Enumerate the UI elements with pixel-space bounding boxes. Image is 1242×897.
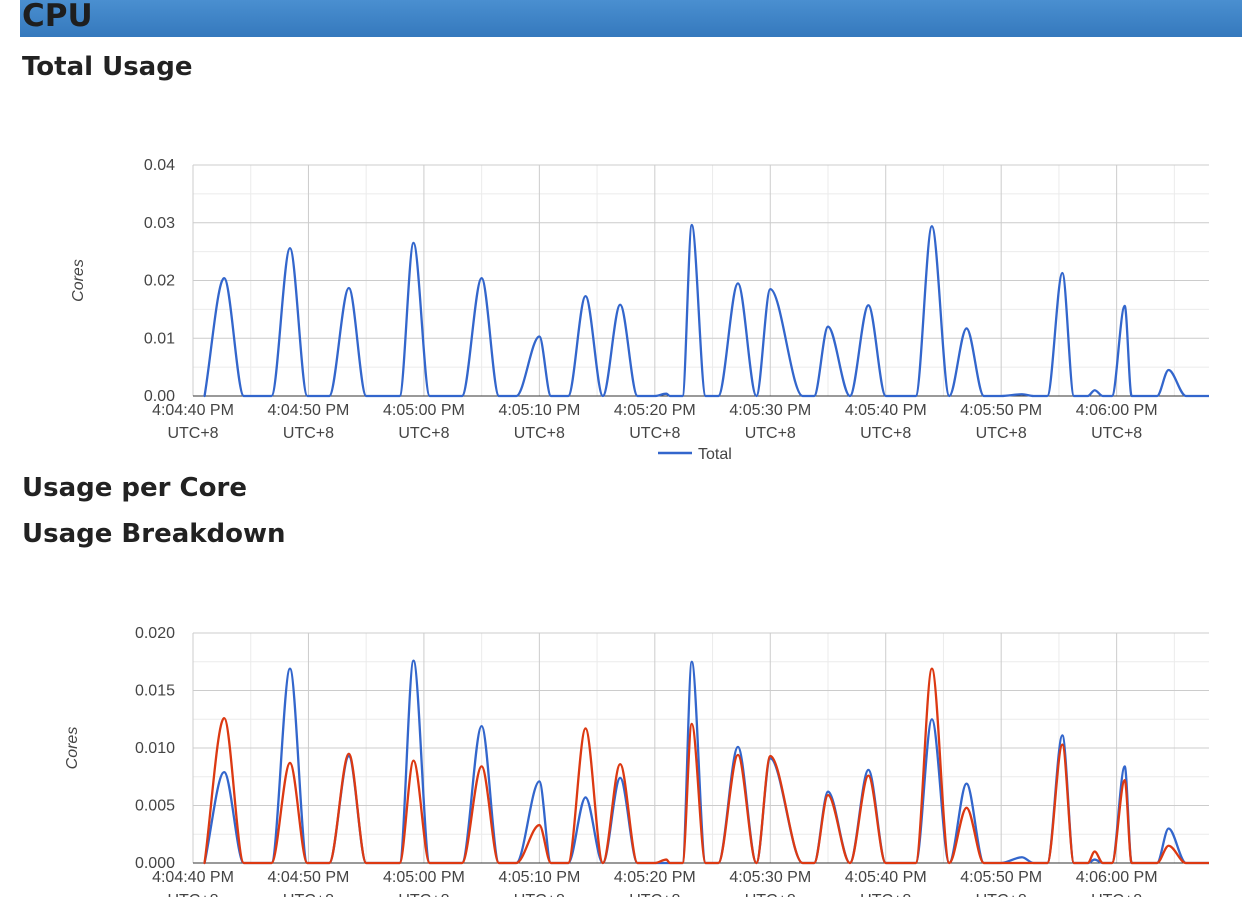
y-tick-label: 0.03	[144, 215, 175, 232]
x-tick-label-timezone: UTC+8	[629, 425, 680, 442]
x-tick-label: 4:05:10 PM	[498, 869, 580, 886]
y-tick-label: 0.04	[144, 157, 175, 174]
x-tick-label: 4:04:50 PM	[268, 402, 350, 419]
x-tick-label-timezone: UTC+8	[1091, 425, 1142, 442]
x-tick-label: 4:04:50 PM	[268, 869, 350, 886]
y-axis-title: Cores	[64, 727, 81, 770]
section-title: CPU	[22, 0, 93, 34]
usage-breakdown-heading: Usage Breakdown	[22, 519, 286, 549]
x-tick-label-timezone: UTC+8	[167, 892, 218, 897]
x-tick-label: 4:05:00 PM	[383, 869, 465, 886]
x-tick-label-timezone: UTC+8	[745, 892, 796, 897]
y-tick-label: 0.005	[135, 798, 175, 815]
x-tick-label: 4:06:00 PM	[1076, 869, 1158, 886]
x-tick-label: 4:04:40 PM	[152, 869, 234, 886]
x-tick-label-timezone: UTC+8	[514, 425, 565, 442]
x-tick-label: 4:05:30 PM	[729, 869, 811, 886]
x-tick-label: 4:05:40 PM	[845, 402, 927, 419]
y-tick-label: 0.015	[135, 683, 175, 700]
usage-breakdown-chart: 0.000 0.005 0.010 0.015 0.020 4:04:40 PM UTC+8…	[64, 625, 1209, 897]
x-tick-label: 4:05:50 PM	[960, 869, 1042, 886]
x-tick-label: 4:05:10 PM	[498, 402, 580, 419]
cpu-section-header: CPU	[20, 0, 1242, 37]
y-tick-label: 0.020	[135, 625, 175, 642]
x-tick-label-timezone: UTC+8	[1091, 892, 1142, 897]
x-tick-label-timezone: UTC+8	[976, 892, 1027, 897]
plot-area	[203, 223, 1209, 398]
total-usage-heading: Total Usage	[22, 52, 193, 82]
x-tick-label-timezone: UTC+8	[514, 892, 565, 897]
x-tick-label: 4:05:30 PM	[729, 402, 811, 419]
x-tick-label-timezone: UTC+8	[629, 892, 680, 897]
total-usage-chart: 0.00 0.01 0.02 0.03 0.04 4:04:40 PM UTC+8 4:04:…	[70, 157, 1209, 463]
plot-area	[203, 659, 1209, 865]
x-tick-label-timezone: UTC+8	[398, 892, 449, 897]
x-tick-label-timezone: UTC+8	[398, 425, 449, 442]
legend-label-1: Total	[698, 446, 732, 463]
y-tick-label: 0.00	[144, 388, 175, 405]
x-tick-label-timezone: UTC+8	[976, 425, 1027, 442]
usage-per-core-heading: Usage per Core	[22, 473, 247, 503]
y-tick-label: 0.010	[135, 740, 175, 757]
x-tick-label: 4:05:50 PM	[960, 402, 1042, 419]
series-line-1	[203, 223, 1209, 398]
y-axis-title: Cores	[70, 259, 87, 302]
x-tick-label-timezone: UTC+8	[860, 892, 911, 897]
x-tick-label-timezone: UTC+8	[167, 425, 218, 442]
x-tick-label: 4:05:40 PM	[845, 869, 927, 886]
x-tick-label-timezone: UTC+8	[745, 425, 796, 442]
x-tick-label-timezone: UTC+8	[283, 892, 334, 897]
x-tick-label-timezone: UTC+8	[860, 425, 911, 442]
x-tick-label: 4:05:00 PM	[383, 402, 465, 419]
x-tick-label: 4:04:40 PM	[152, 402, 234, 419]
x-tick-label: 4:05:20 PM	[614, 869, 696, 886]
x-tick-label: 4:06:00 PM	[1076, 402, 1158, 419]
series-line-2	[203, 667, 1209, 865]
x-tick-label: 4:05:20 PM	[614, 402, 696, 419]
y-tick-label: 0.01	[144, 330, 175, 347]
y-tick-label: 0.02	[144, 273, 175, 290]
x-tick-label-timezone: UTC+8	[283, 425, 334, 442]
y-tick-label: 0.000	[135, 855, 175, 872]
